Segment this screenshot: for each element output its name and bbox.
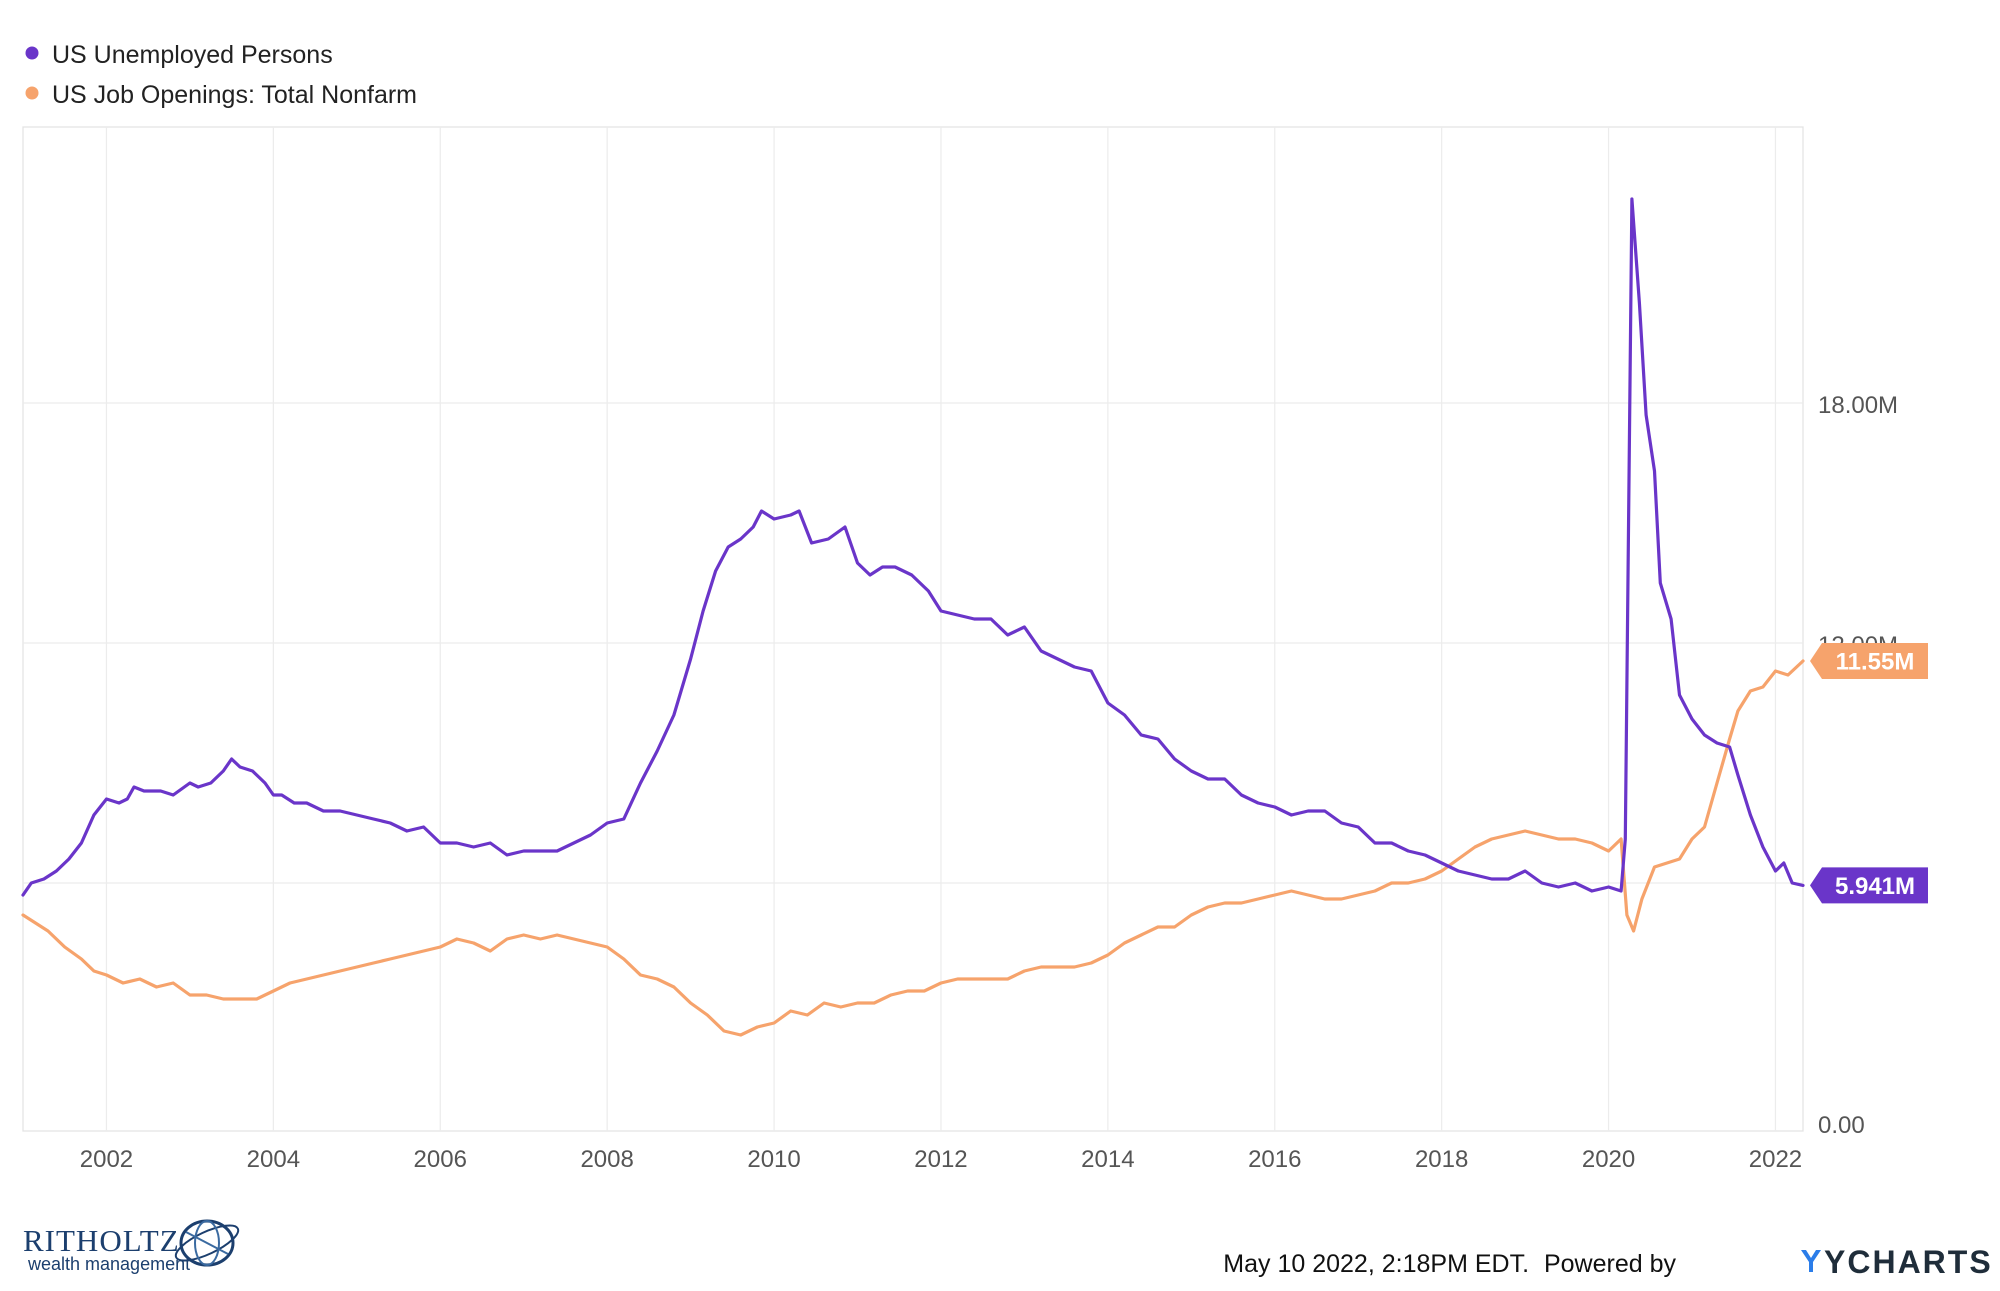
x-tick-label-2016: 2016	[1248, 1146, 1301, 1173]
end-label-job-openings: 11.55M	[1810, 643, 1928, 679]
end-label-unemployed: 5.941M	[1810, 867, 1928, 904]
footer: May 10 2022, 2:18PM EDT. Powered by YCHA…	[1223, 1244, 1993, 1280]
legend-marker-job-openings	[25, 86, 39, 100]
x-tick-label-2008: 2008	[580, 1146, 633, 1173]
y-axis-tick-labels: 0.006.00M12.00M18.00M	[1818, 392, 1898, 1139]
ycharts-y-icon	[1801, 1250, 1821, 1272]
ritholtz-logo: RITHOLTZ wealth management	[23, 1219, 240, 1274]
legend: US Unemployed Persons US Job Openings: T…	[25, 41, 418, 109]
x-axis-tick-labels: 2002 2004 2006 2008 2010 2012 2014 2016 2018 2020…	[80, 1146, 1802, 1173]
x-tick-label-2010: 2010	[747, 1146, 800, 1173]
powered-by-text: Powered by	[1544, 1250, 1677, 1278]
legend-item-unemployed[interactable]: US Unemployed Persons	[25, 41, 333, 69]
logo-subtitle: wealth management	[27, 1254, 190, 1274]
globe-icon	[174, 1219, 240, 1267]
legend-label-job-openings: US Job Openings: Total Nonfarm	[52, 81, 417, 109]
series-line-unemployed[interactable]	[21, 197, 1805, 897]
timestamp-text: May 10 2022, 2:18PM EDT.	[1223, 1250, 1529, 1278]
x-tick-label-2006: 2006	[414, 1146, 467, 1173]
x-tick-label-2022: 2022	[1749, 1146, 1802, 1173]
legend-marker-unemployed	[25, 46, 39, 60]
legend-label-unemployed: US Unemployed Persons	[52, 41, 333, 69]
x-tick-label-2004: 2004	[247, 1146, 300, 1173]
plot-frame	[22, 126, 1804, 1132]
end-label-badge	[1810, 643, 1928, 679]
y-tick-label-18.00M: 18.00M	[1818, 392, 1898, 419]
legend-item-job-openings[interactable]: US Job Openings: Total Nonfarm	[25, 81, 418, 109]
x-tick-label-2002: 2002	[80, 1146, 133, 1173]
x-tick-label-2014: 2014	[1081, 1146, 1134, 1173]
series-layer	[21, 197, 1805, 1037]
end-label-text: 5.941M	[1835, 873, 1915, 900]
x-tick-label-2020: 2020	[1582, 1146, 1635, 1173]
ycharts-logo[interactable]: YCHARTS	[1801, 1244, 1993, 1280]
logo-name: RITHOLTZ	[23, 1223, 180, 1258]
end-label-badge	[1810, 867, 1928, 904]
ycharts-brand-text: YCHARTS	[1824, 1244, 1993, 1280]
x-gridlines	[105, 127, 1777, 1131]
y-tick-label-0.00: 0.00	[1818, 1112, 1865, 1139]
y-gridlines	[23, 402, 1803, 884]
series-line-job-openings[interactable]	[21, 659, 1805, 1037]
x-tick-label-2018: 2018	[1415, 1146, 1468, 1173]
footer-timestamp: May 10 2022, 2:18PM EDT. Powered by	[1223, 1250, 1676, 1278]
end-value-labels: 5.941M 11.55M	[1810, 643, 1928, 904]
x-tick-label-2012: 2012	[914, 1146, 967, 1173]
end-label-text: 11.55M	[1836, 649, 1915, 676]
